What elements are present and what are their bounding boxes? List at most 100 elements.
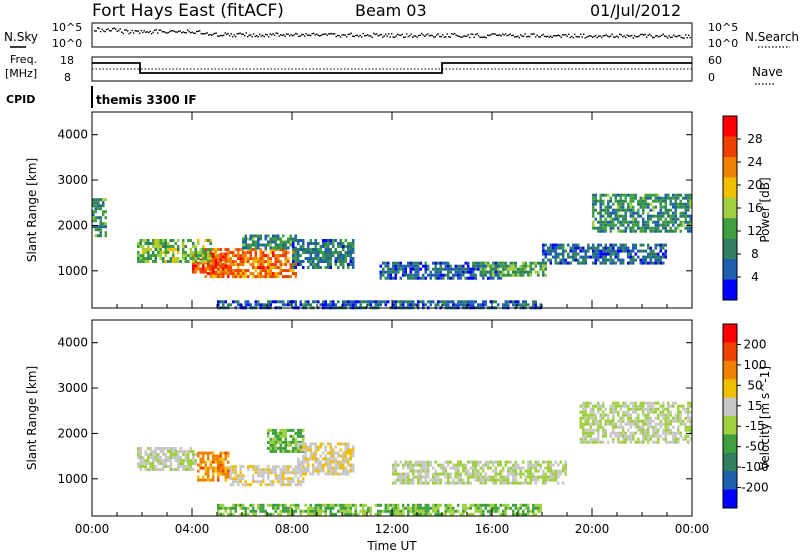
velocity-cell — [229, 477, 232, 481]
power-cell — [512, 300, 515, 304]
velocity-cell — [294, 506, 297, 510]
velocity-cell — [582, 404, 585, 408]
velocity-cell — [324, 503, 327, 507]
velocity-cell — [147, 447, 150, 450]
power-cell — [234, 269, 237, 273]
velocity-cell — [267, 431, 270, 435]
power-cell — [214, 258, 217, 262]
power-cell — [417, 270, 420, 274]
freq-right-tick-top: 60 — [708, 54, 722, 67]
power-cell — [629, 226, 632, 230]
velocity-cell — [604, 434, 607, 438]
power-cell — [274, 300, 277, 304]
velocity-cell — [259, 506, 262, 510]
velocity-cell — [147, 453, 150, 456]
power-cell — [162, 257, 165, 260]
power-colorbar-tick-label: 16 — [747, 201, 762, 215]
power-cell — [642, 220, 645, 224]
velocity-cell — [524, 481, 527, 485]
power-cell — [319, 251, 322, 254]
velocity-cell — [619, 404, 622, 408]
velocity-cell — [474, 460, 477, 464]
velocity-cell — [492, 469, 495, 473]
power-cell — [614, 217, 617, 221]
power-cell — [589, 246, 592, 250]
velocity-cell — [492, 509, 495, 513]
noise-point — [346, 36, 348, 38]
velocity-cell — [389, 509, 392, 513]
velocity-cell — [189, 465, 192, 468]
power-cell — [147, 251, 150, 254]
velocity-cell — [424, 472, 427, 476]
power-cell — [244, 260, 247, 264]
power-cell — [334, 248, 337, 251]
velocity-cell — [642, 410, 645, 414]
power-cell — [324, 248, 327, 251]
noise-point — [296, 33, 298, 35]
velocity-cell — [634, 422, 637, 426]
power-cell — [592, 205, 595, 209]
power-cell — [609, 243, 612, 247]
power-cell — [604, 226, 607, 230]
velocity-cell — [329, 509, 332, 513]
velocity-cell — [469, 481, 472, 485]
velocity-cell — [302, 440, 305, 444]
velocity-cell — [584, 401, 587, 405]
velocity-cell — [587, 434, 590, 438]
power-cell — [669, 208, 672, 212]
power-cell — [652, 255, 655, 259]
velocity-cell — [307, 512, 310, 516]
velocity-cell — [479, 509, 482, 513]
power-cell — [392, 303, 395, 307]
velocity-cell — [384, 509, 387, 513]
power-cell — [332, 245, 335, 248]
noise-point — [220, 34, 222, 37]
power-cell — [649, 258, 652, 262]
power-cell — [404, 267, 407, 271]
velocity-cell — [294, 474, 297, 478]
velocity-cell — [659, 422, 662, 426]
velocity-cell — [289, 449, 292, 453]
power-cell — [277, 300, 280, 304]
power-cell — [607, 208, 610, 212]
velocity-cell — [649, 416, 652, 420]
velocity-cell — [139, 462, 142, 465]
power-cell — [194, 261, 197, 265]
velocity-cell — [327, 506, 330, 510]
velocity-cell — [297, 503, 300, 507]
velocity-cell — [654, 407, 657, 411]
power-cell — [684, 205, 687, 209]
velocity-cell — [677, 428, 680, 432]
velocity-cell — [149, 465, 152, 468]
noise-point — [326, 34, 328, 36]
power-cell — [652, 220, 655, 224]
power-cell — [434, 273, 437, 277]
velocity-cell — [284, 483, 287, 487]
velocity-cell — [452, 463, 455, 467]
velocity-cell — [644, 419, 647, 423]
power-cell — [657, 217, 660, 221]
velocity-cell — [462, 503, 465, 507]
velocity-cell — [662, 410, 665, 414]
velocity-cell — [609, 431, 612, 435]
velocity-cell — [344, 469, 347, 473]
velocity-cell — [307, 460, 310, 464]
velocity-cell — [584, 404, 587, 408]
power-cell — [159, 239, 162, 242]
power-cell — [657, 255, 660, 259]
power-cell — [549, 258, 552, 262]
velocity-cell — [542, 475, 545, 479]
velocity-cell — [417, 463, 420, 467]
velocity-cell — [314, 448, 317, 452]
power-cell — [199, 260, 202, 263]
velocity-cell — [464, 481, 467, 485]
velocity-cell — [369, 506, 372, 510]
power-cell — [144, 239, 147, 242]
power-cell — [434, 267, 437, 271]
power-cell — [617, 229, 620, 233]
power-cell — [199, 251, 202, 254]
velocity-cell — [219, 503, 222, 507]
noise-point — [556, 35, 558, 37]
velocity-cell — [217, 454, 220, 458]
power-cell — [594, 226, 597, 230]
